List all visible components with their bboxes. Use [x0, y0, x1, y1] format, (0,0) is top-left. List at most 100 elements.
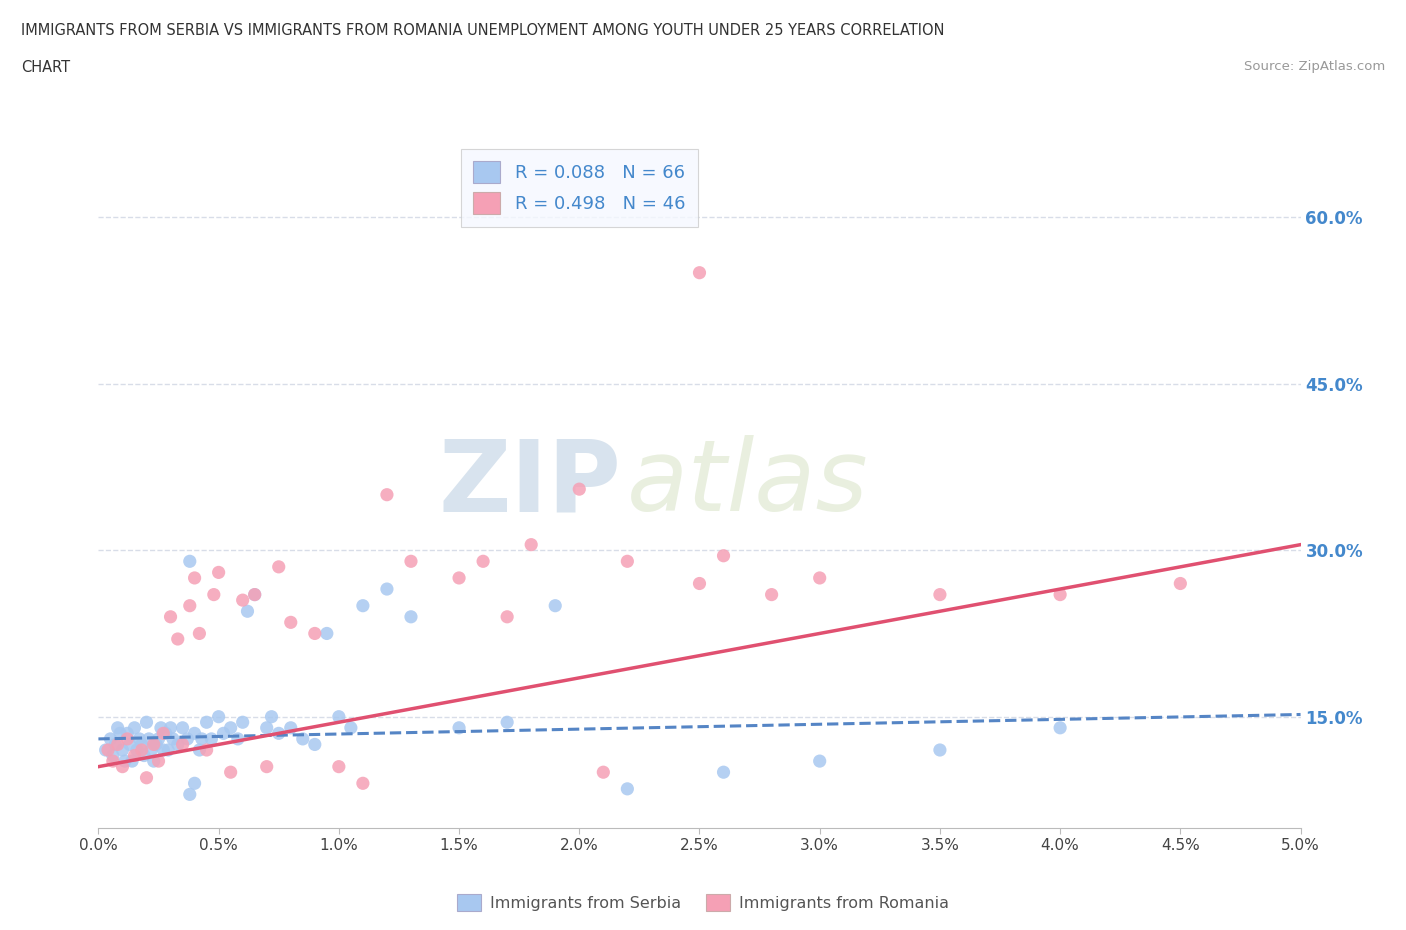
- Point: [188, 742, 211, 757]
- Point: [149, 721, 172, 736]
- Point: [157, 742, 180, 757]
- Point: [183, 776, 205, 790]
- Point: [280, 615, 302, 630]
- Point: [118, 737, 141, 751]
- Point: [219, 764, 242, 779]
- Point: [188, 626, 211, 641]
- Point: [929, 742, 952, 757]
- Point: [148, 732, 170, 747]
- Point: [195, 742, 218, 757]
- Point: [226, 732, 249, 747]
- Point: [131, 742, 153, 757]
- Point: [138, 732, 160, 747]
- Point: [291, 732, 314, 747]
- Point: [713, 764, 735, 779]
- Text: ZIP: ZIP: [439, 435, 621, 532]
- Point: [172, 721, 194, 736]
- Point: [117, 732, 139, 747]
- Point: [304, 626, 326, 641]
- Point: [124, 748, 146, 763]
- Legend: Immigrants from Serbia, Immigrants from Romania: Immigrants from Serbia, Immigrants from …: [450, 888, 956, 917]
- Point: [200, 732, 222, 747]
- Point: [166, 737, 188, 751]
- Point: [100, 732, 122, 747]
- Point: [568, 482, 591, 497]
- Point: [616, 554, 638, 569]
- Point: [689, 265, 711, 280]
- Point: [114, 753, 136, 768]
- Point: [208, 565, 231, 579]
- Point: [1049, 587, 1071, 602]
- Point: [208, 710, 231, 724]
- Point: [108, 726, 131, 741]
- Point: [256, 721, 278, 736]
- Point: [472, 554, 495, 569]
- Point: [107, 737, 129, 751]
- Point: [97, 742, 120, 757]
- Point: [202, 587, 225, 602]
- Point: [328, 759, 350, 774]
- Point: [808, 570, 831, 585]
- Point: [375, 487, 398, 502]
- Point: [447, 721, 470, 736]
- Point: [260, 710, 283, 724]
- Point: [195, 715, 218, 730]
- Point: [267, 726, 290, 741]
- Point: [94, 742, 117, 757]
- Point: [267, 560, 290, 575]
- Point: [232, 592, 254, 607]
- Point: [280, 721, 302, 736]
- Point: [232, 715, 254, 730]
- Point: [152, 726, 174, 741]
- Point: [121, 753, 143, 768]
- Point: [689, 576, 711, 591]
- Point: [447, 570, 470, 585]
- Point: [128, 732, 150, 747]
- Point: [315, 626, 337, 641]
- Point: [352, 598, 374, 613]
- Point: [101, 753, 124, 768]
- Point: [808, 753, 831, 768]
- Point: [117, 726, 139, 741]
- Point: [135, 715, 157, 730]
- Point: [328, 710, 350, 724]
- Point: [101, 748, 124, 763]
- Point: [132, 748, 155, 763]
- Point: [544, 598, 567, 613]
- Point: [179, 598, 201, 613]
- Point: [179, 787, 201, 802]
- Point: [191, 732, 214, 747]
- Point: [155, 726, 177, 741]
- Point: [616, 781, 638, 796]
- Point: [124, 721, 146, 736]
- Point: [176, 732, 198, 747]
- Point: [212, 726, 235, 741]
- Point: [929, 587, 952, 602]
- Legend: R = 0.088   N = 66, R = 0.498   N = 46: R = 0.088 N = 66, R = 0.498 N = 46: [461, 149, 697, 227]
- Point: [179, 554, 201, 569]
- Point: [375, 581, 398, 596]
- Point: [125, 742, 148, 757]
- Point: [172, 737, 194, 751]
- Text: atlas: atlas: [627, 435, 869, 532]
- Point: [1170, 576, 1192, 591]
- Point: [183, 570, 205, 585]
- Point: [162, 732, 184, 747]
- Point: [520, 538, 543, 552]
- Point: [166, 631, 188, 646]
- Point: [496, 715, 519, 730]
- Point: [399, 554, 422, 569]
- Point: [141, 742, 163, 757]
- Point: [111, 759, 134, 774]
- Point: [104, 737, 127, 751]
- Point: [243, 587, 266, 602]
- Point: [148, 753, 170, 768]
- Point: [399, 609, 422, 624]
- Point: [352, 776, 374, 790]
- Point: [142, 737, 165, 751]
- Point: [107, 721, 129, 736]
- Point: [304, 737, 326, 751]
- Point: [111, 742, 134, 757]
- Point: [159, 609, 181, 624]
- Text: CHART: CHART: [21, 60, 70, 75]
